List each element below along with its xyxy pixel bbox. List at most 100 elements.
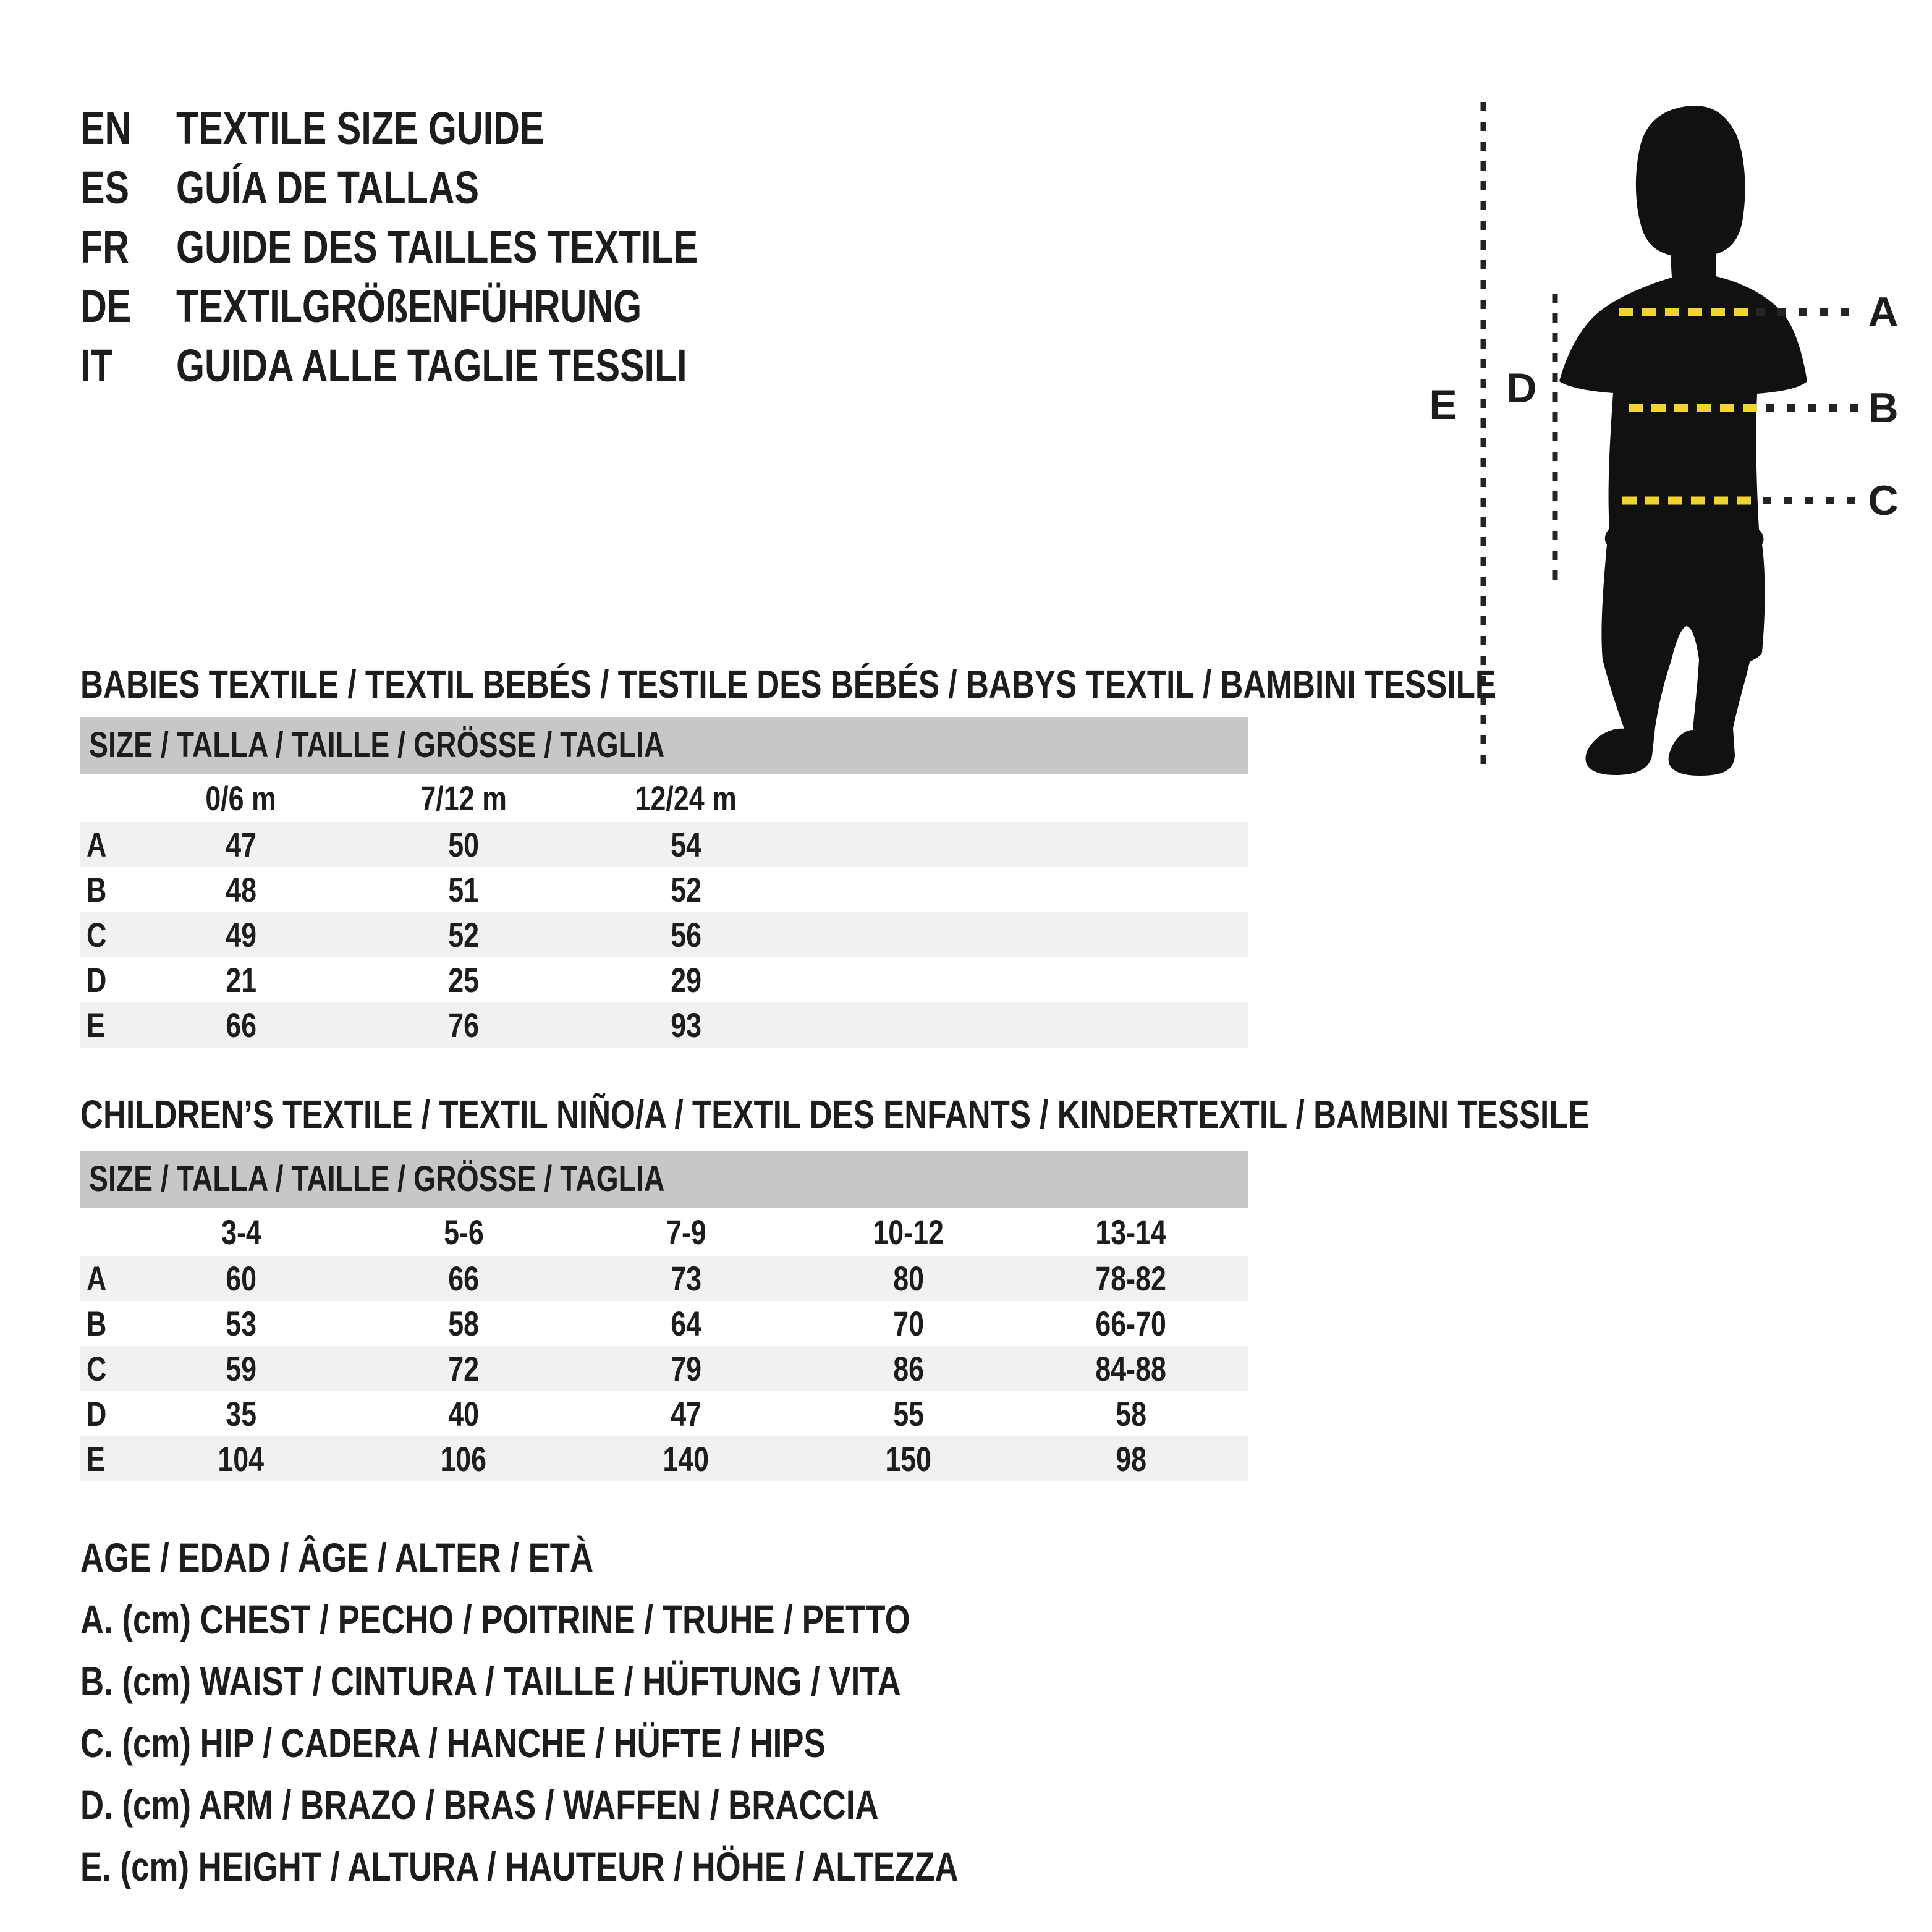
column-header-text: 7-9	[666, 1212, 706, 1252]
legend-age-text: AGE / EDAD / ÂGE / ALTER / ETÀ	[80, 1535, 594, 1580]
column-header: 10-12	[797, 1212, 1020, 1252]
cell-value: 52	[448, 915, 479, 954]
table-row: D 21 25 29	[80, 957, 1248, 1002]
language-row-fr: FR GUIDE DES TAILLES TEXTILE	[80, 218, 946, 277]
column-header-text: 13-14	[1095, 1212, 1167, 1252]
cell-value: 50	[448, 825, 479, 864]
cell-value: 64	[671, 1304, 701, 1343]
row-label: C	[80, 915, 130, 955]
table-row: C 49 52 56	[80, 912, 1248, 957]
babies-size-header-bar: SIZE / TALLA / TAILLE / GRÖSSE / TAGLIA	[80, 717, 1248, 774]
row-label: B	[80, 870, 130, 910]
table-cell: 150	[797, 1439, 1020, 1479]
table-cell: 52	[352, 915, 575, 955]
measurement-figure-diagram: A B C D E	[1429, 102, 1899, 776]
table-cell: 93	[575, 1005, 797, 1045]
table-cell: 53	[130, 1303, 352, 1344]
figure-label-b: B	[1868, 384, 1898, 431]
table-cell: 140	[575, 1439, 797, 1479]
column-header-text: 3-4	[221, 1212, 261, 1252]
table-cell: 86	[797, 1349, 1020, 1389]
figure-label-d: D	[1506, 365, 1536, 412]
column-header-text: 10-12	[873, 1212, 944, 1252]
table-cell: 48	[130, 870, 352, 910]
language-title-label: GUIDA ALLE TAGLIE TESSILI	[176, 340, 687, 391]
cell-value: 40	[448, 1394, 479, 1433]
babies-section-title-text: BABIES TEXTILE / TEXTIL BEBÉS / TESTILE …	[80, 662, 1497, 706]
table-row: E 66 76 93	[80, 1002, 1248, 1048]
language-title-list: EN TEXTILE SIZE GUIDE ES GUÍA DE TALLAS …	[80, 99, 946, 396]
table-cell: 78-82	[1020, 1258, 1242, 1299]
language-title-label: GUÍA DE TALLAS	[176, 162, 480, 213]
table-row: A 47 50 54	[80, 822, 1248, 867]
table-cell: 58	[352, 1303, 575, 1344]
cell-value: 60	[226, 1259, 256, 1298]
children-size-header-bar: SIZE / TALLA / TAILLE / GRÖSSE / TAGLIA	[80, 1151, 1248, 1208]
language-title-label: GUIDE DES TAILLES TEXTILE	[176, 221, 698, 273]
row-label-text: A	[87, 1259, 107, 1298]
row-label-text: B	[87, 870, 107, 909]
legend-chest-text: A. (cm) CHEST / PECHO / POITRINE / TRUHE…	[80, 1596, 910, 1642]
row-label-text: E	[87, 1006, 105, 1044]
language-code: ES	[80, 158, 176, 218]
cell-value: 51	[448, 870, 479, 909]
row-label: E	[80, 1439, 130, 1479]
legend-chest: A. (cm) CHEST / PECHO / POITRINE / TRUHE…	[80, 1588, 1255, 1650]
row-label: A	[80, 1258, 130, 1299]
row-label-text: E	[87, 1439, 105, 1478]
cell-value: 49	[226, 915, 256, 954]
cell-value: 78-82	[1095, 1259, 1167, 1298]
table-row: B 48 51 52	[80, 867, 1248, 912]
row-label: E	[80, 1005, 130, 1045]
table-cell: 25	[352, 960, 575, 1000]
column-header: 7/12 m	[352, 778, 575, 818]
table-row: A 60 66 73 80 78-82	[80, 1256, 1248, 1301]
language-code-label: DE	[80, 281, 132, 332]
language-code-label: FR	[80, 221, 129, 273]
column-header-text: 7/12 m	[420, 778, 507, 818]
table-row: C 59 72 79 86 84-88	[80, 1346, 1248, 1391]
legend-waist: B. (cm) WAIST / CINTURA / TAILLE / HÜFTU…	[80, 1650, 1255, 1712]
cell-value: 58	[448, 1304, 479, 1343]
table-cell: 47	[130, 824, 352, 865]
language-title: TEXTILE SIZE GUIDE	[176, 99, 946, 158]
row-label-text: B	[87, 1304, 107, 1343]
cell-value: 72	[448, 1349, 479, 1388]
table-row: B 53 58 64 70 66-70	[80, 1301, 1248, 1346]
language-code-label: ES	[80, 162, 129, 213]
child-silhouette-shape	[1559, 106, 1807, 776]
language-title-label: TEXTILE SIZE GUIDE	[176, 103, 544, 154]
language-code: IT	[80, 336, 176, 396]
column-header: 5-6	[352, 1212, 575, 1252]
row-label: D	[80, 960, 130, 1000]
legend-height: E. (cm) HEIGHT / ALTURA / HAUTEUR / HÖHE…	[80, 1836, 1255, 1897]
language-code: FR	[80, 218, 176, 277]
row-label: B	[80, 1303, 130, 1344]
column-header: 0/6 m	[130, 778, 352, 818]
legend-height-text: E. (cm) HEIGHT / ALTURA / HAUTEUR / HÖHE…	[80, 1844, 959, 1889]
legend-hip: C. (cm) HIP / CADERA / HANCHE / HÜFTE / …	[80, 1712, 1255, 1774]
language-code: EN	[80, 99, 176, 158]
language-code-label: IT	[80, 340, 113, 391]
children-size-header-text: SIZE / TALLA / TAILLE / GRÖSSE / TAGLIA	[89, 1159, 665, 1199]
table-cell: 72	[352, 1349, 575, 1389]
table-cell: 66	[130, 1005, 352, 1045]
table-cell: 106	[352, 1439, 575, 1479]
language-row-es: ES GUÍA DE TALLAS	[80, 158, 946, 218]
table-row: D 35 40 47 55 58	[80, 1391, 1248, 1436]
cell-value: 25	[448, 960, 479, 999]
language-row-de: DE TEXTILGRÖßENFÜHRUNG	[80, 277, 946, 336]
table-cell: 49	[130, 915, 352, 955]
babies-section-title: BABIES TEXTILE / TEXTIL BEBÉS / TESTILE …	[80, 663, 1687, 706]
language-code-label: EN	[80, 103, 132, 154]
legend-age: AGE / EDAD / ÂGE / ALTER / ETÀ	[80, 1527, 1255, 1588]
table-cell: 21	[130, 960, 352, 1000]
children-section-title: CHILDREN’S TEXTILE / TEXTIL NIÑO/A / TEX…	[80, 1093, 1687, 1136]
row-label-text: C	[87, 915, 107, 954]
cell-value: 52	[671, 870, 701, 909]
row-label: C	[80, 1349, 130, 1389]
row-label: D	[80, 1394, 130, 1434]
figure-label-c: C	[1868, 477, 1898, 524]
table-cell: 40	[352, 1394, 575, 1434]
cell-value: 93	[671, 1006, 701, 1044]
